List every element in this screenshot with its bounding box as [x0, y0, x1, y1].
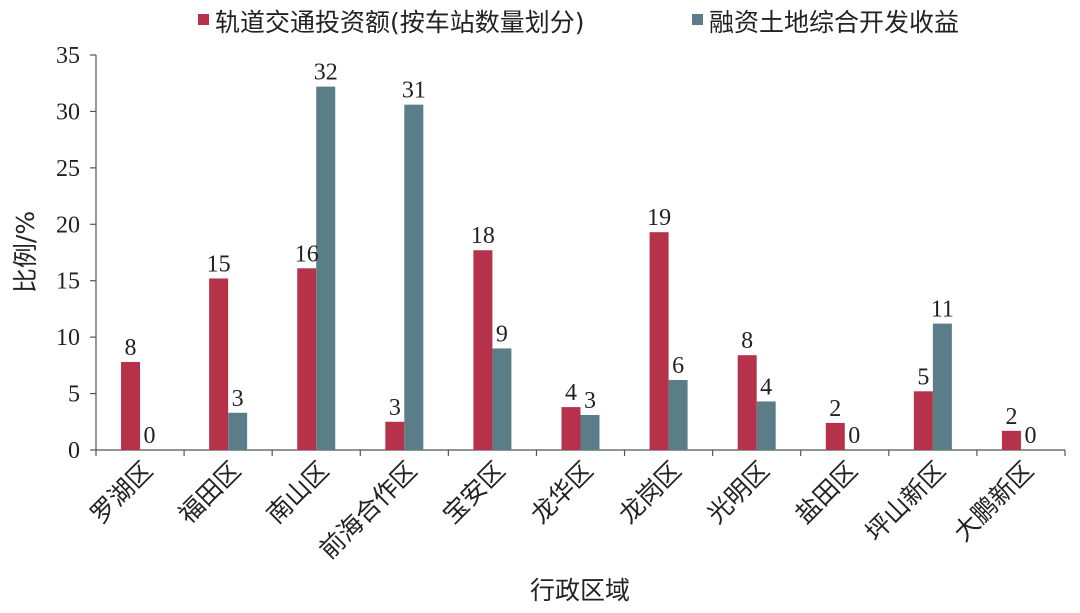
legend-swatch-series-2 — [692, 14, 703, 25]
category-label: 罗湖区 — [85, 456, 159, 530]
bar-series-2 — [580, 415, 600, 450]
y-tick-label: 25 — [56, 156, 80, 182]
x-axis-title: 行政区域 — [530, 576, 630, 605]
data-label-series-1: 4 — [565, 380, 577, 406]
y-axis: 0 5 10 15 20 25 30 35 — [56, 43, 97, 464]
data-label-series-1: 2 — [829, 396, 841, 422]
data-label-series-1: 5 — [917, 364, 929, 390]
legend-label-series-1: 轨道交通投资额(按车站数量划分) — [215, 8, 585, 37]
data-label-series-2: 11 — [931, 297, 954, 323]
bar-series-2 — [756, 401, 776, 450]
category-label: 坪山新区 — [860, 456, 951, 547]
data-label-series-2: 3 — [232, 386, 244, 412]
y-tick-label: 10 — [56, 325, 80, 351]
bar-series-1 — [209, 278, 229, 450]
data-label-series-2: 9 — [496, 321, 508, 347]
data-label-series-1: 3 — [389, 395, 401, 421]
y-tick-label: 30 — [56, 99, 80, 125]
data-label-series-1: 2 — [1005, 404, 1017, 430]
bar-series-1 — [121, 361, 141, 450]
y-tick-label: 15 — [56, 269, 80, 295]
bar-series-2 — [932, 323, 952, 450]
bar-series-2 — [228, 412, 248, 450]
category-label: 光明区 — [701, 456, 775, 530]
bar-series-2 — [404, 104, 424, 451]
x-axis — [95, 449, 1066, 456]
data-label-series-1: 8 — [741, 328, 753, 354]
bar-series-1 — [913, 391, 933, 450]
legend-swatch-series-1 — [198, 14, 209, 25]
data-label-series-1: 8 — [125, 335, 137, 361]
data-label-series-2: 3 — [584, 388, 596, 414]
data-label-series-1: 18 — [471, 223, 495, 249]
category-label: 大鹏新区 — [948, 456, 1039, 547]
bar-series-1 — [561, 407, 581, 450]
category-label: 龙华区 — [525, 456, 599, 530]
bar-series-2 — [492, 348, 512, 450]
data-label-series-2: 0 — [1024, 423, 1036, 449]
category-label: 盐田区 — [789, 456, 863, 530]
data-label-series-1: 15 — [207, 251, 231, 277]
bar-series-1 — [1001, 430, 1021, 450]
y-tick-label: 0 — [68, 438, 80, 464]
y-tick-label: 5 — [68, 382, 80, 408]
data-label-series-1: 16 — [295, 241, 319, 267]
bar-series-1 — [385, 421, 405, 450]
data-label-series-1: 19 — [647, 205, 671, 231]
bar-series-1 — [825, 422, 845, 450]
y-tick-label: 35 — [56, 43, 80, 69]
bar-series-1 — [737, 355, 757, 450]
data-label-series-2: 4 — [760, 374, 772, 400]
y-tick-label: 20 — [56, 212, 80, 238]
bar-series-1 — [297, 268, 317, 450]
category-label: 南山区 — [261, 456, 335, 530]
legend-label-series-2: 融资土地综合开发收益 — [709, 8, 959, 37]
data-label-series-2: 31 — [402, 78, 426, 104]
category-label: 宝安区 — [437, 456, 511, 530]
data-label-series-2: 0 — [848, 423, 860, 449]
data-label-series-2: 32 — [314, 60, 338, 86]
data-label-series-2: 0 — [144, 423, 156, 449]
data-label-series-2: 6 — [672, 353, 684, 379]
category-label: 福田区 — [173, 456, 247, 530]
bar-series-1 — [473, 250, 493, 450]
bar-series-1 — [649, 232, 669, 450]
category-label: 龙岗区 — [613, 456, 687, 530]
y-axis-title: 比例/% — [11, 211, 40, 293]
bars — [121, 86, 1021, 451]
legend: 轨道交通投资额(按车站数量划分) 融资土地综合开发收益 — [198, 8, 959, 37]
bar-series-2 — [316, 86, 336, 450]
bar-series-2 — [668, 380, 688, 450]
